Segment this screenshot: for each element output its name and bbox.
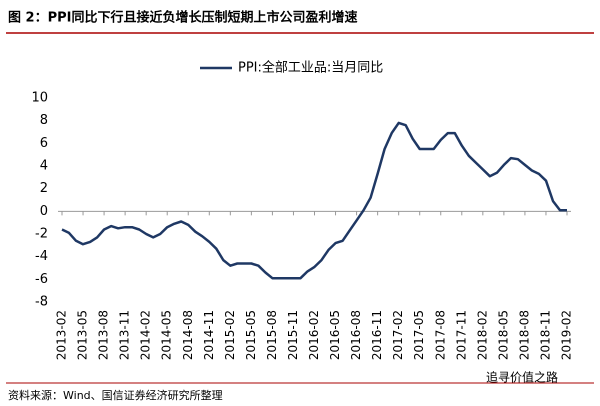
x-tick-label: 2014-08 <box>181 310 195 360</box>
series-line <box>61 121 567 280</box>
y-tick-label: 4 <box>40 159 48 174</box>
x-tick-label: 2016-05 <box>328 310 342 360</box>
x-tick-label: 2019-02 <box>560 310 574 360</box>
x-tick-label: 2014-02 <box>139 310 153 360</box>
chart-title: 图 2：PPI同比下行且接近负增长压制短期上市公司盈利增速 <box>8 10 357 26</box>
x-tick-label: 2014-05 <box>160 310 174 360</box>
x-tick-label: 2018-05 <box>496 310 510 360</box>
y-tick-label: 0 <box>40 204 48 219</box>
x-tick-label: 2013-11 <box>118 310 132 360</box>
y-tick-label: 8 <box>40 113 48 128</box>
x-tick-label: 2018-11 <box>538 310 552 360</box>
x-tick-label: 2014-11 <box>202 310 216 360</box>
y-tick-label: -4 <box>35 249 48 264</box>
source: 资料来源：Wind、国信证券经济研究所整理 <box>8 388 223 402</box>
y-tick-label: -2 <box>35 227 48 242</box>
x-tick-label: 2016-08 <box>349 310 363 360</box>
y-tick-label: 6 <box>40 136 48 151</box>
x-tick-label: 2017-05 <box>412 310 426 360</box>
watermark: 追寻价值之路 <box>486 370 558 385</box>
y-tick-label: 10 <box>31 91 48 106</box>
legend-label: PPI:全部工业品:当月同比 <box>238 60 383 76</box>
x-tick-label: 2017-02 <box>391 310 405 360</box>
x-tick-label: 2016-11 <box>370 310 384 360</box>
x-tick-label: 2015-02 <box>223 310 237 360</box>
x-tick-label: 2015-05 <box>244 310 258 360</box>
x-tick-label: 2018-08 <box>517 310 531 360</box>
y-tick-label: 2 <box>40 181 48 196</box>
y-tick-label: -6 <box>35 272 48 287</box>
x-tick-label: 2013-08 <box>97 310 111 360</box>
x-tick-label: 2015-08 <box>265 310 279 360</box>
y-tick-label: -8 <box>35 295 48 310</box>
x-tick-label: 2017-08 <box>433 310 447 360</box>
x-tick-label: 2017-11 <box>454 310 468 360</box>
x-tick-label: 2013-05 <box>76 310 90 360</box>
x-tick-label: 2018-02 <box>475 310 489 360</box>
x-tick-label: 2015-11 <box>286 310 300 360</box>
x-tick-label: 2013-02 <box>55 310 69 360</box>
x-tick-label: 2016-02 <box>307 310 321 360</box>
